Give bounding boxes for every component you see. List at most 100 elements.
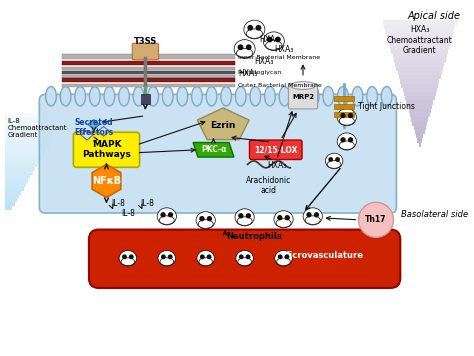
Ellipse shape xyxy=(325,153,343,169)
Ellipse shape xyxy=(199,258,212,266)
Bar xyxy=(419,143,421,147)
Text: Outer Bacterial Membrane: Outer Bacterial Membrane xyxy=(238,83,321,88)
Ellipse shape xyxy=(133,87,144,106)
Bar xyxy=(390,46,449,50)
Circle shape xyxy=(161,255,166,259)
Ellipse shape xyxy=(198,220,213,228)
Circle shape xyxy=(358,202,393,237)
Circle shape xyxy=(306,212,312,218)
Text: MAPK
Pathways: MAPK Pathways xyxy=(82,140,131,159)
Bar xyxy=(5,129,57,132)
Text: Th17: Th17 xyxy=(365,215,387,224)
FancyBboxPatch shape xyxy=(288,84,318,109)
Bar xyxy=(389,41,451,46)
Bar xyxy=(384,25,456,29)
Text: HXA₃: HXA₃ xyxy=(255,57,274,66)
Circle shape xyxy=(246,44,252,50)
Text: Ezrin: Ezrin xyxy=(210,121,236,130)
Bar xyxy=(399,75,441,79)
Bar xyxy=(398,71,442,75)
Bar xyxy=(5,152,44,156)
Bar xyxy=(5,156,42,159)
Ellipse shape xyxy=(75,87,85,106)
Circle shape xyxy=(200,255,205,259)
Text: T3SS: T3SS xyxy=(134,37,157,46)
Ellipse shape xyxy=(234,40,255,58)
Circle shape xyxy=(168,255,173,259)
Bar xyxy=(394,58,446,63)
Bar xyxy=(5,175,30,179)
Ellipse shape xyxy=(309,87,319,106)
Bar xyxy=(410,113,429,117)
Bar xyxy=(5,136,53,140)
Ellipse shape xyxy=(323,87,334,106)
Bar xyxy=(5,121,62,125)
Bar xyxy=(5,159,39,163)
Ellipse shape xyxy=(206,87,217,106)
Text: 12/15-LOX: 12/15-LOX xyxy=(254,145,298,154)
Bar xyxy=(408,105,432,109)
Bar xyxy=(395,63,445,67)
Bar xyxy=(388,37,452,41)
Bar xyxy=(5,113,66,117)
Ellipse shape xyxy=(276,219,291,227)
Bar xyxy=(62,61,235,65)
Ellipse shape xyxy=(337,87,348,106)
Circle shape xyxy=(328,157,333,162)
Circle shape xyxy=(129,255,134,259)
Bar xyxy=(5,140,51,144)
Ellipse shape xyxy=(352,87,363,106)
Bar xyxy=(411,117,428,121)
Bar xyxy=(62,78,235,82)
Text: Peptidoglycan: Peptidoglycan xyxy=(238,70,282,75)
Bar xyxy=(5,206,12,210)
Bar xyxy=(404,92,436,96)
Text: Neutrophils: Neutrophils xyxy=(227,232,282,241)
Ellipse shape xyxy=(90,87,100,106)
Ellipse shape xyxy=(337,133,356,150)
Circle shape xyxy=(278,255,283,259)
Circle shape xyxy=(348,137,353,142)
Polygon shape xyxy=(92,164,121,198)
Ellipse shape xyxy=(337,109,356,126)
Circle shape xyxy=(267,37,273,42)
Ellipse shape xyxy=(191,87,202,106)
Circle shape xyxy=(348,113,353,118)
FancyBboxPatch shape xyxy=(89,230,401,288)
FancyBboxPatch shape xyxy=(73,132,139,167)
FancyBboxPatch shape xyxy=(132,43,158,60)
Bar xyxy=(5,125,60,129)
Bar xyxy=(414,126,426,130)
Circle shape xyxy=(207,216,212,221)
Ellipse shape xyxy=(328,161,341,168)
Text: Apical side: Apical side xyxy=(408,11,461,21)
Text: IL-8: IL-8 xyxy=(111,199,125,208)
Bar xyxy=(402,88,437,92)
Bar xyxy=(334,96,354,101)
Circle shape xyxy=(238,213,244,219)
Ellipse shape xyxy=(235,209,254,226)
Text: Tight Junctions: Tight Junctions xyxy=(358,101,415,110)
Text: Inner Bacterial Membrane: Inner Bacterial Membrane xyxy=(238,55,320,60)
Ellipse shape xyxy=(237,48,253,58)
Circle shape xyxy=(247,25,253,31)
Text: Basolateral side: Basolateral side xyxy=(401,210,468,219)
Ellipse shape xyxy=(238,258,251,266)
Ellipse shape xyxy=(291,82,316,89)
Ellipse shape xyxy=(196,212,215,229)
Bar xyxy=(334,104,354,109)
Text: IL-8: IL-8 xyxy=(140,199,155,208)
Ellipse shape xyxy=(148,87,158,106)
Ellipse shape xyxy=(236,87,246,106)
Bar xyxy=(385,29,454,33)
Polygon shape xyxy=(197,108,249,140)
Bar xyxy=(62,75,235,78)
Bar xyxy=(401,84,438,88)
Ellipse shape xyxy=(279,87,290,106)
Circle shape xyxy=(335,157,340,162)
Ellipse shape xyxy=(60,87,71,106)
Bar xyxy=(412,121,427,126)
Ellipse shape xyxy=(197,251,214,266)
Bar xyxy=(5,117,64,121)
Ellipse shape xyxy=(46,87,56,106)
